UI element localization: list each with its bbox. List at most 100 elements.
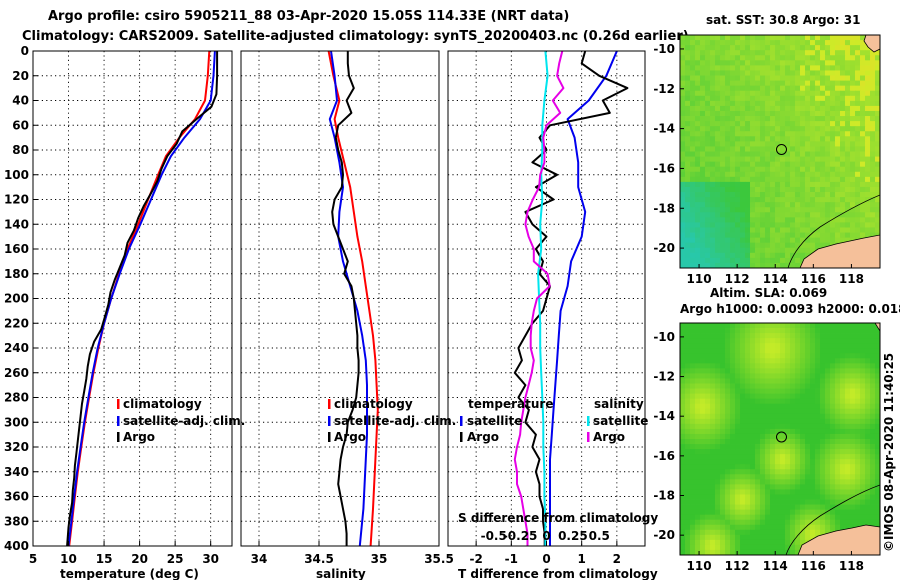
sst-cell (740, 257, 746, 264)
sst-cell (870, 50, 876, 56)
sst-cell (775, 202, 781, 208)
sst-cell (810, 217, 816, 223)
sla-cell (715, 514, 721, 521)
sla-cell (795, 418, 801, 425)
sst-cell (855, 80, 861, 87)
sla-cell (720, 524, 726, 531)
sst-cell (750, 105, 756, 112)
sst-cell (780, 100, 786, 107)
sla-cell (690, 444, 696, 450)
sla-cell (755, 509, 761, 516)
sla-cell (735, 439, 741, 445)
sst-cell (680, 257, 686, 264)
sst-cell (720, 80, 726, 87)
sst-cell (710, 237, 716, 244)
sla-cell (810, 454, 816, 460)
sst-cell (825, 202, 831, 208)
sst-cell (845, 192, 851, 198)
sst-cell (705, 192, 711, 198)
sla-cell (840, 373, 846, 379)
sst-cell (705, 85, 711, 92)
sst-cell (700, 207, 706, 213)
sst-cell (820, 217, 826, 223)
sla-cell (690, 529, 696, 536)
sla-cell (685, 398, 691, 405)
sla-cell (780, 413, 786, 420)
sla-cell (865, 504, 871, 511)
sla-cell (740, 484, 746, 490)
sst-cell (695, 247, 701, 254)
sla-cell (780, 428, 786, 435)
sst-cell (780, 227, 786, 233)
sla-cell (730, 509, 736, 516)
sla-cell (860, 328, 866, 334)
sst-cell (785, 121, 791, 127)
sla-cell (770, 428, 776, 435)
sla-cell (855, 469, 861, 475)
sst-cell (860, 202, 866, 208)
sst-cell (815, 60, 821, 66)
sst-cell (720, 60, 726, 66)
sst-cell (780, 131, 786, 137)
sst-cell (700, 45, 706, 51)
sst-cell (740, 242, 746, 249)
sst-cell (775, 85, 781, 92)
legend-salinity-title: salinity (594, 397, 644, 411)
sla-cell (700, 539, 706, 546)
sla-cell (755, 393, 761, 400)
sla-cell (790, 328, 796, 334)
sst-cell (750, 50, 756, 56)
sst-cell (735, 222, 741, 228)
sla-cell (740, 383, 746, 389)
sst-cell (725, 202, 731, 208)
sla-cell (685, 529, 691, 536)
sst-cell (855, 197, 861, 203)
sst-cell (810, 197, 816, 203)
sst-cell (700, 70, 706, 76)
sst-cell (790, 176, 796, 183)
sla-cell (840, 459, 846, 465)
sla-cell (805, 444, 811, 450)
sla-cell (870, 484, 876, 490)
sst-cell (845, 60, 851, 66)
sst-cell (750, 161, 756, 168)
sla-cell (745, 363, 751, 369)
sla-cell (730, 464, 736, 470)
lon-tick-label: 110 (687, 559, 712, 573)
sst-cell (745, 176, 751, 183)
sst-cell (790, 90, 796, 97)
sst-cell (820, 80, 826, 87)
sla-cell (780, 484, 786, 490)
sla-cell (830, 519, 836, 526)
sla-cell (860, 413, 866, 420)
sla-cell (730, 454, 736, 460)
sst-cell (875, 146, 880, 152)
sst-cell (715, 202, 721, 208)
sst-cell (815, 186, 821, 193)
lat-tick-label: -20 (653, 241, 675, 255)
sst-cell (875, 70, 880, 76)
sla-cell (700, 383, 706, 389)
sla-cell (680, 428, 686, 435)
sla-cell (755, 383, 761, 389)
sla-cell (755, 353, 761, 359)
sst-cell (790, 232, 796, 239)
sst-cell (790, 212, 796, 218)
sla-cell (725, 433, 731, 440)
sla-cell (820, 333, 826, 339)
sst-cell (690, 65, 696, 71)
sst-cell (715, 55, 721, 61)
sst-cell (805, 252, 811, 259)
sst-cell (720, 126, 726, 132)
sst-cell (795, 65, 801, 71)
sla-cell (705, 534, 711, 541)
sla-cell (815, 499, 821, 505)
sla-cell (855, 433, 861, 440)
sst-cell (710, 121, 716, 127)
sst-cell (805, 95, 811, 102)
sst-cell (810, 126, 816, 132)
sla-cell (790, 489, 796, 495)
sst-cell (840, 126, 846, 132)
sla-cell (875, 338, 880, 344)
sla-cell (760, 549, 766, 555)
